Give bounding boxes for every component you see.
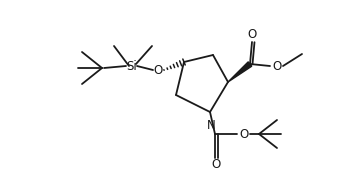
Polygon shape: [228, 62, 252, 82]
Text: N: N: [207, 119, 215, 132]
Text: O: O: [239, 128, 249, 141]
Text: Si: Si: [127, 59, 137, 72]
Text: O: O: [211, 158, 221, 171]
Text: O: O: [153, 65, 163, 77]
Text: O: O: [272, 59, 282, 72]
Text: O: O: [247, 29, 257, 42]
